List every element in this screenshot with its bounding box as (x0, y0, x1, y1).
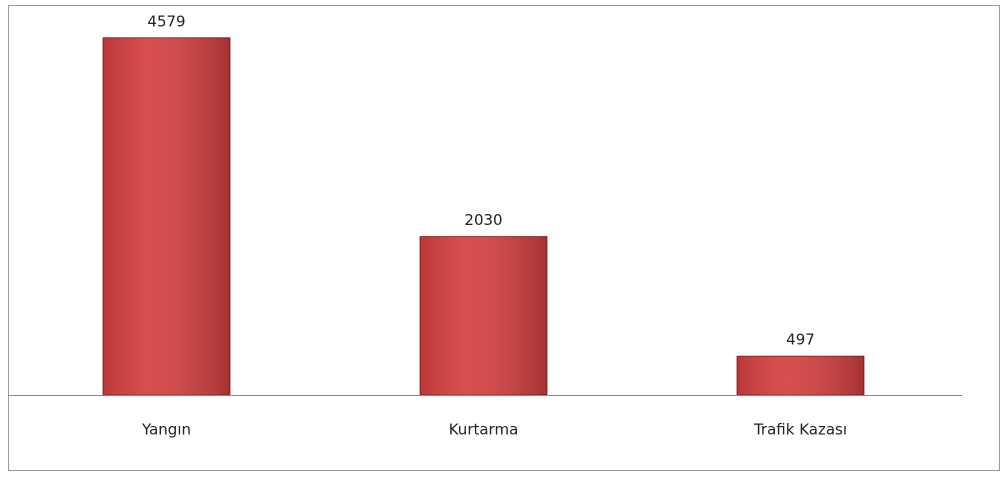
data-label: 2030 (464, 211, 502, 229)
x-tick-label: Yangın (141, 421, 191, 439)
bar (736, 355, 865, 396)
x-tick-label: Kurtarma (449, 421, 519, 439)
bar (419, 236, 548, 396)
x-tick-label: Trafik Kazası (753, 421, 847, 439)
data-label: 497 (786, 331, 815, 349)
bar (102, 37, 231, 396)
data-label: 4579 (147, 12, 185, 30)
